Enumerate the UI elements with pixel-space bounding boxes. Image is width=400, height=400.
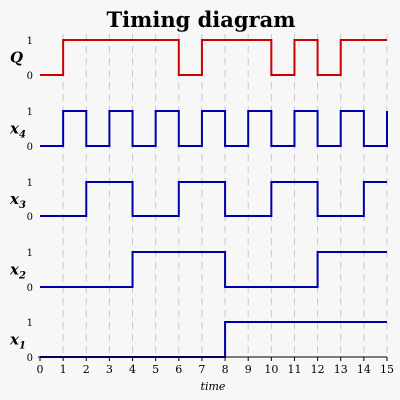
signal-label: x1: [9, 331, 26, 352]
waveform-trace: [40, 321, 387, 358]
level-label-high: 1: [27, 178, 33, 189]
x-tick-label: 1: [60, 363, 67, 376]
x-axis-label: time: [201, 380, 226, 393]
level-label-low: 0: [27, 142, 33, 153]
x-tick-label: 8: [222, 363, 229, 376]
x-tick-label: 10: [264, 363, 278, 376]
signal-q: Q1 0: [10, 36, 387, 82]
level-label-high: 1: [27, 318, 33, 329]
waveform-trace: [40, 39, 387, 76]
signal-label: x3: [9, 190, 26, 211]
x-tick-label: 2: [83, 363, 90, 376]
diagram-title: Timing diagram: [107, 7, 296, 32]
signal-x4: x41 0: [9, 107, 388, 153]
x-tick-label: 11: [287, 363, 301, 376]
signal-x3: x31 0: [9, 178, 387, 223]
level-label-high: 1: [27, 248, 33, 259]
level-label-low: 0: [27, 353, 33, 364]
x-tick-label: 7: [198, 363, 205, 376]
x-tick-label: 5: [152, 363, 159, 376]
x-tick-label: 4: [129, 363, 136, 376]
level-label-low: 0: [27, 212, 33, 223]
x-tick-label: 0: [37, 363, 44, 376]
x-tick-label: 3: [106, 363, 113, 376]
signal-label: Q: [10, 49, 23, 67]
x-tick-label: 12: [311, 363, 325, 376]
level-label-low: 0: [27, 71, 33, 82]
x-tick-label: 6: [175, 363, 182, 376]
level-label-high: 1: [27, 107, 33, 118]
level-label-low: 0: [27, 283, 33, 294]
signal-label: x2: [9, 261, 26, 282]
x-tick-label: 15: [380, 363, 394, 376]
x-tick-label: 13: [334, 363, 348, 376]
x-tick-label: 14: [357, 363, 371, 376]
waveform-trace: [40, 181, 387, 217]
x-tick-label: 9: [245, 363, 252, 376]
time-axis: 0 1 2 3 4 5 6 7 8 9 10 11 12 13 14 15: [37, 356, 394, 376]
level-label-high: 1: [27, 36, 33, 47]
signal-label: x4: [9, 120, 26, 141]
waveform-trace: [40, 110, 388, 147]
waveform-trace: [40, 251, 387, 288]
signal-x2: x21 0: [9, 248, 387, 294]
